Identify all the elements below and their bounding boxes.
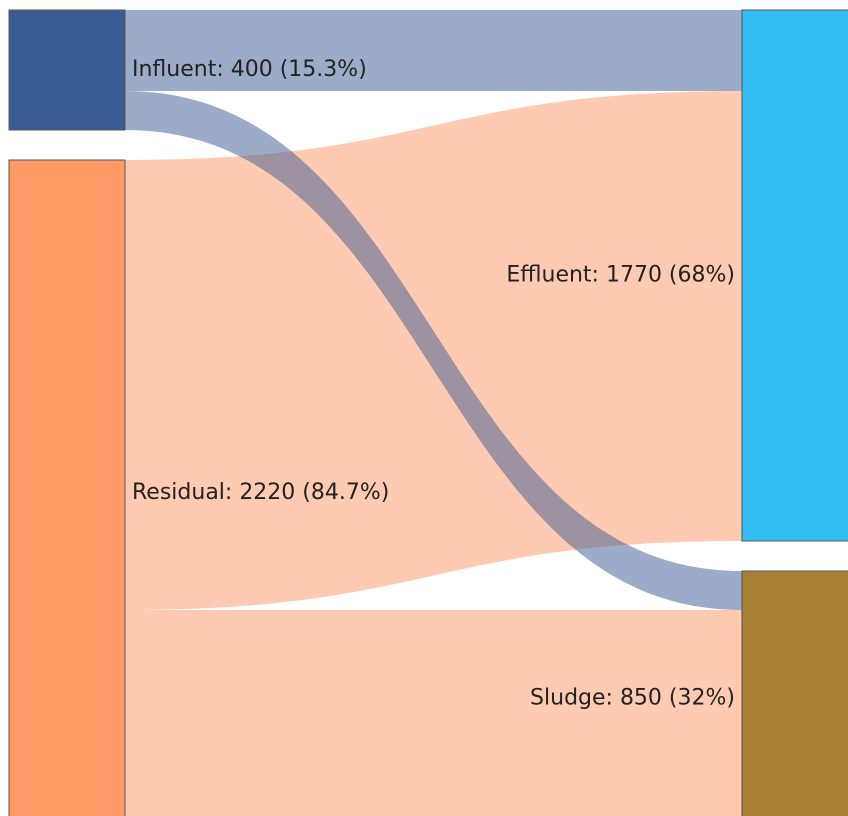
node-label: Influent: 400 (15.3%)	[132, 57, 367, 82]
link	[125, 91, 742, 610]
node	[8, 159, 126, 816]
node-label: Residual: 2220 (84.7%)	[132, 480, 389, 505]
node-label: Effluent: 1770 (68%)	[506, 263, 735, 288]
link	[125, 10, 742, 91]
node	[741, 9, 848, 542]
link	[125, 609, 742, 816]
node	[741, 570, 848, 816]
node-label: Sludge: 850 (32%)	[530, 686, 735, 711]
node	[8, 9, 126, 131]
